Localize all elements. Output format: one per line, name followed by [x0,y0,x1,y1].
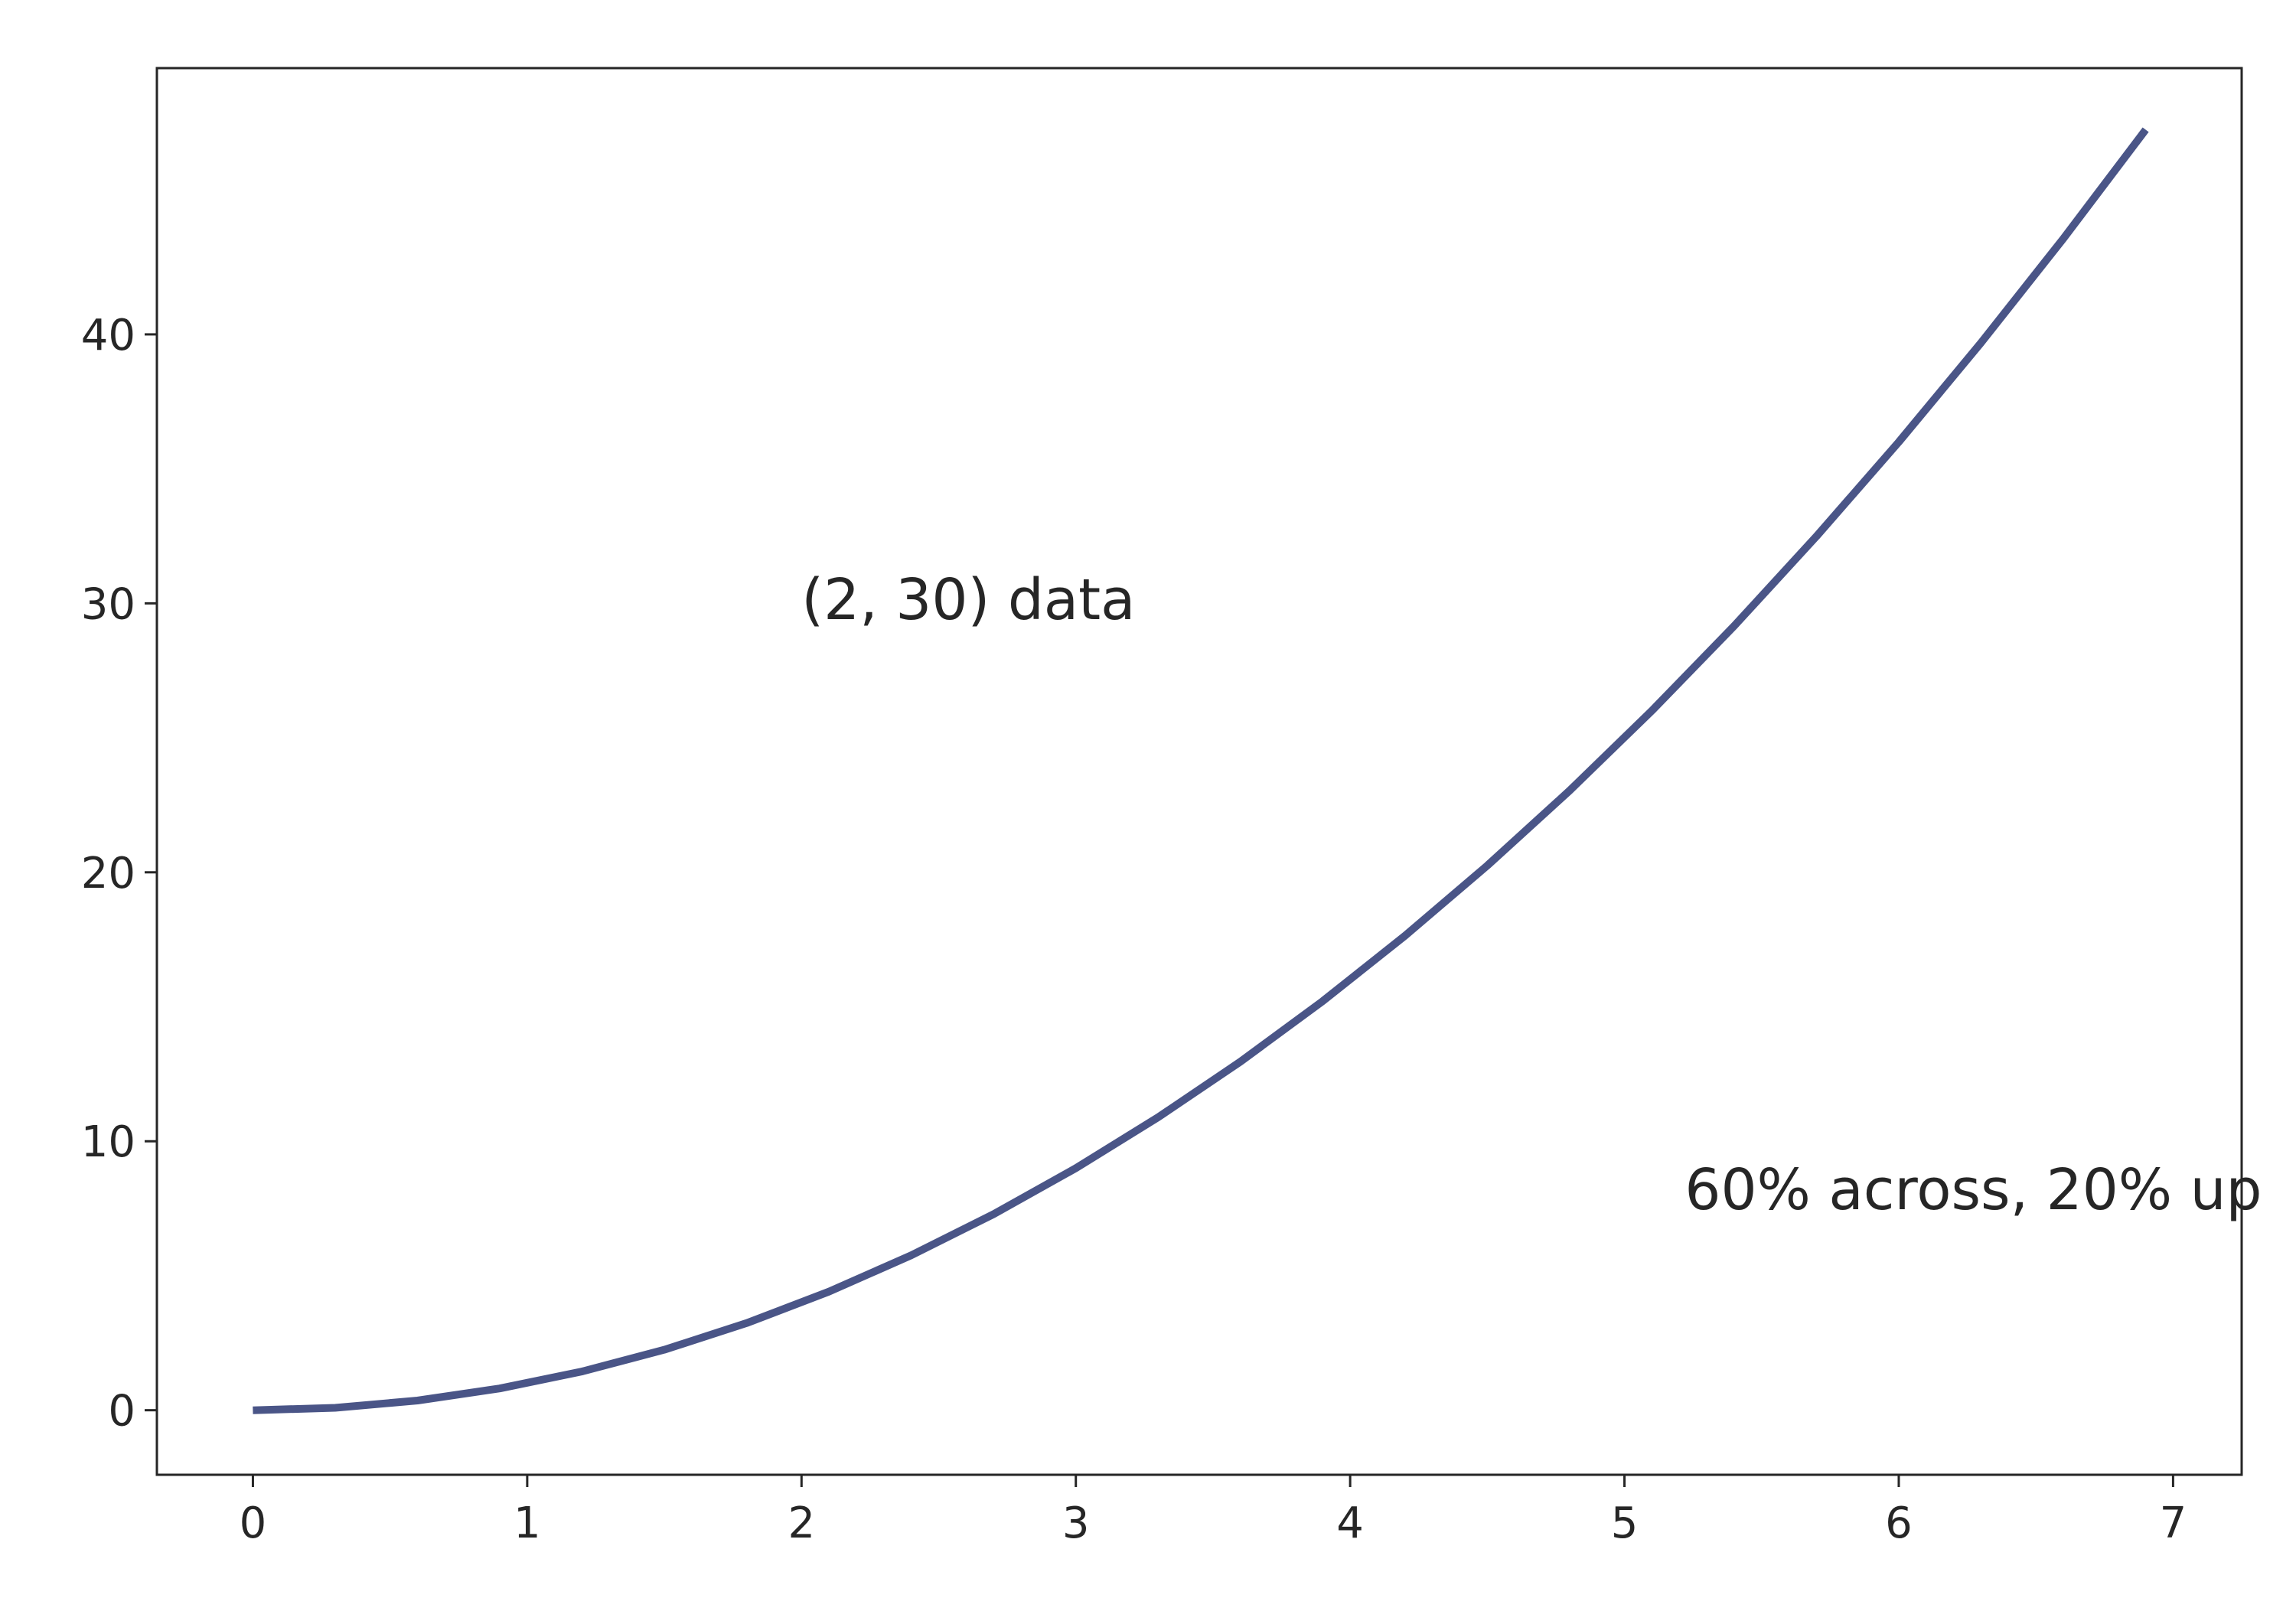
series-line [253,127,2149,1414]
x-tick-label: 0 [240,1498,267,1548]
annotation-layer: (2, 30) data 60% across, 20% up [801,567,2262,1223]
x-axis: 0 1 2 3 4 5 6 7 [240,1475,2187,1548]
annotation-text: (2, 30) data [801,567,1135,633]
x-tick-label: 2 [788,1498,815,1548]
y-tick-label: 10 [81,1117,135,1167]
y-tick-label: 40 [81,311,135,360]
y-tick-label: 0 [108,1387,135,1437]
x-tick-label: 4 [1336,1498,1364,1548]
plot-frame [155,67,2243,1476]
x-tick-label: 6 [1885,1498,1913,1548]
x-tick-label: 1 [514,1498,541,1548]
y-tick-label: 20 [81,849,135,898]
series-layer [253,127,2149,1414]
y-tick-label: 30 [81,579,135,629]
x-tick-label: 5 [1611,1498,1639,1548]
x-tick-label: 3 [1062,1498,1090,1548]
annotation-text: 60% across, 20% up [1684,1157,2262,1223]
x-tick-label: 7 [2160,1498,2187,1548]
y-axis: 0 10 20 30 40 [81,311,157,1437]
